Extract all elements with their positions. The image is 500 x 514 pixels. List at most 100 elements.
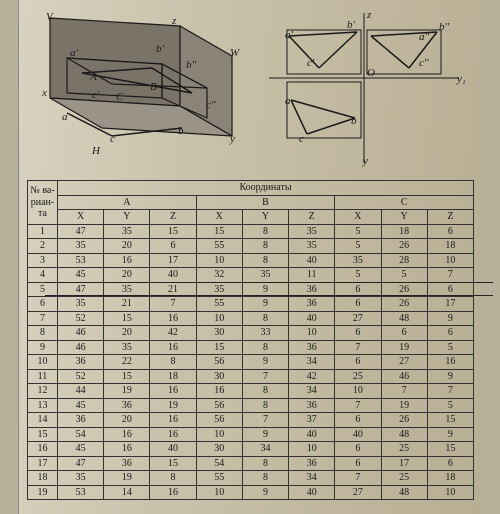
table-cell: 25 [381,442,427,457]
table-cell: 56 [196,355,242,370]
table-cell: 42 [289,369,335,384]
table-cell: 16 [104,427,150,442]
table-row: 17473615548366176 [28,456,474,471]
header-CY: Y [381,210,427,225]
table-cell: 6 [150,239,196,254]
label-ap: a' [70,47,79,59]
table-cell: 30 [196,442,242,457]
table-cell: 5 [427,340,473,355]
table-row: 6352175593662617 [28,297,474,312]
table-cell: 16 [196,384,242,399]
table-cell: 5 [335,268,381,283]
table-cell: 40 [289,427,335,442]
table-cell: 45 [58,398,104,413]
label-C: C [116,91,124,103]
table-cell: 26 [381,297,427,312]
label-z2: z [366,9,372,21]
table-cell: 10 [427,253,473,268]
table-cell: 36 [289,340,335,355]
table-cell: 8 [242,224,288,239]
table-cell: 30 [196,326,242,341]
label-c: c [110,133,115,145]
table-cell: 17 [427,297,473,312]
label-cpp: c'' [206,99,216,111]
table-cell: 37 [289,413,335,428]
table-cell: 1 [28,224,58,239]
table-cell: 36 [104,398,150,413]
label-bpp: b'' [186,59,197,71]
table-cell: 54 [58,427,104,442]
table-cell: 5 [335,224,381,239]
label-y2: y [362,155,368,167]
table-cell: 19 [381,398,427,413]
table-cell: 32 [196,268,242,283]
table-cell: 40 [335,427,381,442]
table-row: 2352065583552618 [28,239,474,254]
table-cell: 22 [104,355,150,370]
table-cell: 16 [150,413,196,428]
table-cell: 15 [104,311,150,326]
label-bp2: b' [347,19,356,31]
table-cell: 10 [427,485,473,500]
header-CX: X [335,210,381,225]
table-cell: 9 [427,369,473,384]
table-cell: 15 [427,413,473,428]
table-row: 353161710840352810 [28,253,474,268]
table-row: 4452040323511557 [28,268,474,283]
table-cell: 40 [289,485,335,500]
table-cell: 45 [58,268,104,283]
table-row: 1473515158355186 [28,224,474,239]
table-cell: 17 [381,456,427,471]
table-cell: 18 [427,471,473,486]
table-cell: 6 [335,442,381,457]
isometric-diagram: V z b' a' b'' W A x c' C B c'' a c b H y [32,8,242,168]
table-cell: 10 [335,384,381,399]
table-cell: 15 [104,369,150,384]
table-cell: 27 [335,311,381,326]
table-cell: 6 [427,326,473,341]
table-cell: 7 [150,297,196,312]
table-cell: 40 [150,442,196,457]
table-cell: 11 [28,369,58,384]
header-variant: № ва- риан- та [28,181,58,225]
table-cell: 18 [150,369,196,384]
header-C: C [335,195,474,210]
header-BX: X [196,210,242,225]
label-cpp2: c'' [419,57,429,69]
table-cell: 9 [427,427,473,442]
table-cell: 48 [381,311,427,326]
label-B: B [150,81,157,93]
table-cell: 16 [28,442,58,457]
table-cell: 18 [427,239,473,254]
label-app2: a'' [419,31,430,43]
coordinates-table: № ва- риан- та Координаты A B C X Y Z X … [27,180,474,500]
table-cell: 48 [381,427,427,442]
table-cell: 14 [104,485,150,500]
table-row: 115215183074225469 [28,369,474,384]
label-x: x [41,87,47,99]
table-cell: 7 [335,471,381,486]
table-cell: 8 [242,340,288,355]
table-row: 1645164030341062515 [28,442,474,457]
table-cell: 46 [58,340,104,355]
table-cell: 6 [28,297,58,312]
table-cell: 7 [427,384,473,399]
header-CZ: Z [427,210,473,225]
table-row: 75215161084027489 [28,311,474,326]
table-cell: 6 [335,326,381,341]
header-A: A [58,195,197,210]
table-cell: 36 [289,398,335,413]
table-cell: 8 [242,398,288,413]
header-AZ: Z [150,210,196,225]
table-cell: 5 [427,398,473,413]
table-cell: 42 [150,326,196,341]
table-cell: 35 [289,239,335,254]
label-O: O [367,67,375,79]
table-cell: 54 [196,456,242,471]
label-bpp2: b'' [439,21,450,33]
table-cell: 44 [58,384,104,399]
table-cell: 17 [28,456,58,471]
table-cell: 10 [196,253,242,268]
table-cell: 16 [150,340,196,355]
table-cell: 46 [381,369,427,384]
